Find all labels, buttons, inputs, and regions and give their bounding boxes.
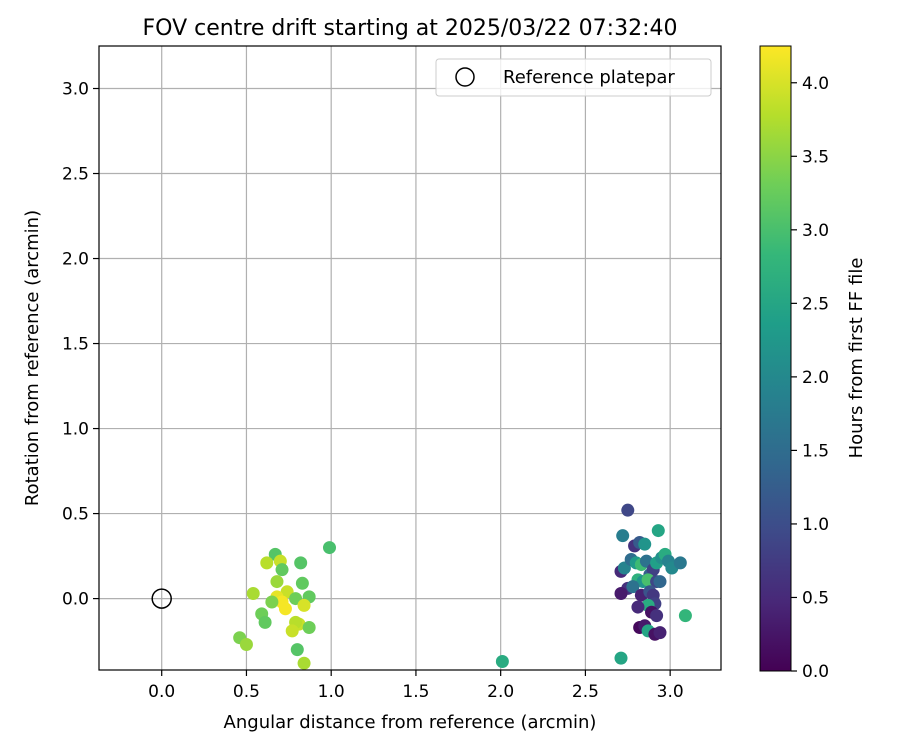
- colorbar: 0.0 0.5 1.0 1.5 2.0 2.5 3.0 3.5 4.0 Hours from f…: [759, 45, 867, 682]
- x-tick-label: 1.0: [318, 682, 345, 702]
- data-point: [246, 586, 260, 600]
- data-point: [621, 503, 635, 517]
- chart-title: FOV centre drift starting at 2025/03/22 …: [143, 16, 678, 41]
- data-point: [651, 524, 665, 538]
- data-point: [297, 656, 311, 670]
- data-point: [678, 609, 692, 623]
- data-point: [294, 556, 308, 570]
- colorbar-tick-label: 0.5: [802, 588, 829, 608]
- colorbar-tick-label: 0.0: [802, 662, 829, 682]
- data-point: [653, 575, 667, 589]
- data-point: [270, 575, 284, 589]
- colorbar-tick-label: 4.0: [802, 74, 829, 94]
- colorbar-gradient: [759, 45, 792, 672]
- colorbar-ticks: 0.0 0.5 1.0 1.5 2.0 2.5 3.0 3.5 4.0: [791, 74, 829, 682]
- axes: 0.0 0.5 1.0 1.5 2.0 2.5 3.0 0.0 0.5 1.0 1.5 2.0 2.5 3…: [62, 45, 722, 702]
- data-point: [297, 598, 311, 612]
- y-tick-label: 0.5: [62, 505, 89, 525]
- legend-label: Reference platepar: [503, 67, 675, 88]
- colorbar-tick-label: 3.0: [802, 221, 829, 241]
- data-point: [295, 576, 309, 590]
- y-axis-label: Rotation from reference (arcmin): [22, 210, 43, 506]
- grid: [99, 46, 721, 670]
- data-point: [653, 626, 667, 640]
- colorbar-tick-label: 1.5: [802, 441, 829, 461]
- reference-platepar-marker: [151, 588, 172, 609]
- data-points: [151, 503, 692, 670]
- colorbar-tick-label: 2.5: [802, 294, 829, 314]
- data-point: [278, 602, 292, 616]
- data-point: [631, 600, 645, 614]
- data-point: [302, 620, 316, 634]
- x-tick-label: 0.5: [233, 682, 260, 702]
- x-axis-label: Angular distance from reference (arcmin): [224, 712, 597, 733]
- data-point: [285, 624, 299, 638]
- x-tick-label: 2.0: [487, 682, 514, 702]
- data-point: [638, 537, 652, 551]
- x-tick-label: 0.0: [148, 682, 175, 702]
- data-point: [616, 529, 630, 543]
- data-point: [239, 637, 253, 651]
- y-tick-label: 1.0: [62, 420, 89, 440]
- data-point: [258, 615, 272, 629]
- colorbar-tick-label: 3.5: [802, 147, 829, 167]
- data-point: [260, 556, 274, 570]
- data-point: [495, 654, 509, 668]
- data-point: [275, 563, 289, 577]
- data-point: [290, 643, 304, 657]
- colorbar-tick-label: 1.0: [802, 515, 829, 535]
- data-point: [322, 541, 336, 555]
- data-point: [626, 580, 640, 594]
- data-point: [614, 586, 628, 600]
- data-point: [650, 609, 664, 623]
- x-tick-label: 2.5: [572, 682, 599, 702]
- y-tick-label: 2.5: [62, 165, 89, 185]
- y-tick-label: 2.0: [62, 250, 89, 270]
- legend-box: [435, 58, 712, 97]
- x-tick-label: 1.5: [402, 682, 429, 702]
- data-point: [673, 556, 687, 570]
- y-tick-label: 1.5: [62, 335, 89, 355]
- y-tick-label: 0.0: [62, 590, 89, 610]
- y-tick-label: 3.0: [62, 80, 89, 100]
- colorbar-label: Hours from first FF file: [846, 258, 867, 459]
- legend: Reference platepar: [435, 58, 712, 97]
- plot-frame: [98, 45, 722, 671]
- legend-reference-marker: [455, 67, 475, 87]
- data-point: [614, 651, 628, 665]
- x-tick-label: 3.0: [657, 682, 684, 702]
- colorbar-tick-label: 2.0: [802, 368, 829, 388]
- data-point: [265, 595, 279, 609]
